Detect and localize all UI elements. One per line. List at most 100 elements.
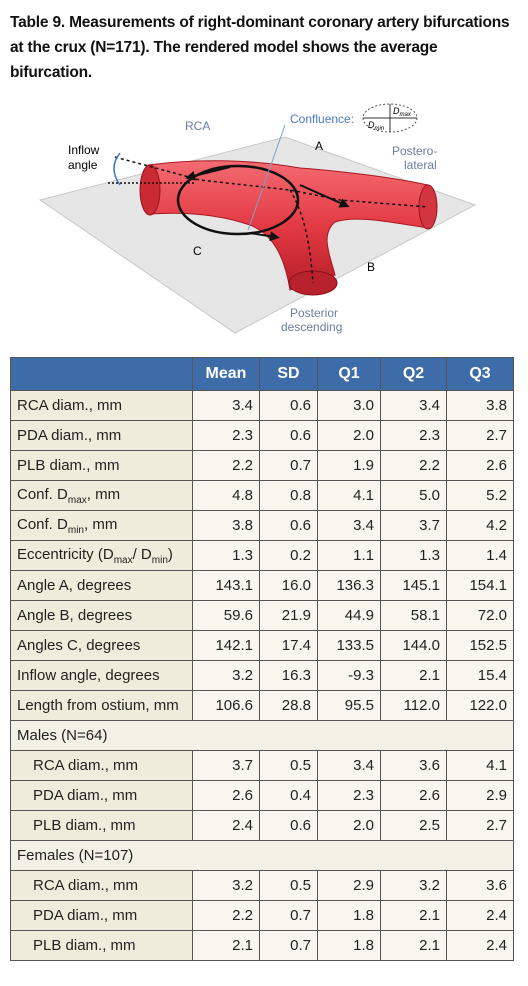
label-text: ) bbox=[167, 545, 173, 563]
label-b: B bbox=[367, 260, 375, 274]
subscript: min bbox=[67, 524, 84, 536]
label-inflow: Inflow bbox=[68, 143, 100, 157]
label-text: RCA diam., mm bbox=[17, 397, 123, 414]
value-cell: 2.1 bbox=[380, 660, 447, 691]
label-rca: RCA bbox=[185, 119, 210, 133]
vessel-end bbox=[418, 184, 438, 230]
value-cell: 4.1 bbox=[317, 480, 381, 511]
label-text: Inflow angle, degrees bbox=[17, 667, 160, 684]
value-cell: 143.1 bbox=[192, 570, 260, 601]
value-cell: 3.2 bbox=[192, 660, 260, 691]
value-cell: 106.6 bbox=[192, 690, 260, 721]
vessel-end bbox=[139, 164, 161, 216]
value-cell: 2.7 bbox=[446, 810, 514, 841]
label-posterior: Posterior bbox=[290, 306, 338, 320]
header-cell: SD bbox=[259, 357, 318, 391]
value-cell: 1.1 bbox=[317, 540, 381, 571]
value-cell: 3.6 bbox=[446, 870, 514, 901]
table-row: RCA diam., mm 3.4 0.6 3.0 3.4 3.8 bbox=[10, 390, 514, 421]
label-text: Angle A, degrees bbox=[17, 577, 132, 594]
value-cell: 0.5 bbox=[259, 750, 318, 781]
value-cell: 58.1 bbox=[380, 600, 447, 631]
table-row: PLB diam., mm 2.4 0.6 2.0 2.5 2.7 bbox=[10, 810, 514, 841]
value-cell: 0.6 bbox=[259, 420, 318, 451]
row-label: Eccentricity (Dmax/ Dmin) bbox=[10, 540, 193, 571]
value-cell: 0.7 bbox=[259, 930, 318, 961]
table-row: Conf. Dmin, mm 3.8 0.6 3.4 3.7 4.2 bbox=[10, 510, 514, 541]
value-cell: 4.8 bbox=[192, 480, 260, 511]
table-row: RCA diam., mm 3.2 0.5 2.9 3.2 3.6 bbox=[10, 870, 514, 901]
header-cell: Mean bbox=[192, 357, 260, 391]
label-text: PLB diam., mm bbox=[33, 937, 136, 954]
label-dmin: Dmin bbox=[368, 120, 385, 132]
row-label: RCA diam., mm bbox=[10, 870, 193, 901]
row-label: PDA diam., mm bbox=[10, 900, 193, 931]
table-row: Angle A, degrees 143.1 16.0 136.3 145.1 154.1 bbox=[10, 570, 514, 601]
value-cell: 122.0 bbox=[446, 690, 514, 721]
label-posterior: descending bbox=[281, 320, 342, 334]
value-cell: 0.2 bbox=[259, 540, 318, 571]
table-row: Conf. Dmax, mm 4.8 0.8 4.1 5.0 5.2 bbox=[10, 480, 514, 511]
row-label: Angle A, degrees bbox=[10, 570, 193, 601]
label-posterolateral: Postero- bbox=[392, 144, 437, 158]
value-cell: 154.1 bbox=[446, 570, 514, 601]
value-cell: 0.6 bbox=[259, 510, 318, 541]
value-cell: 1.8 bbox=[317, 930, 381, 961]
value-cell: 3.2 bbox=[380, 870, 447, 901]
subscript: min bbox=[151, 554, 168, 566]
value-cell: 15.4 bbox=[446, 660, 514, 691]
value-cell: 3.0 bbox=[317, 390, 381, 421]
value-cell: 2.9 bbox=[446, 780, 514, 811]
table-title: Table 9. Measurements of right-dominant … bbox=[10, 14, 510, 81]
value-cell: 17.4 bbox=[259, 630, 318, 661]
header-cell: Q2 bbox=[380, 357, 447, 391]
value-cell: 2.6 bbox=[380, 780, 447, 811]
row-label: Angles C, degrees bbox=[10, 630, 193, 661]
value-cell: 1.4 bbox=[446, 540, 514, 571]
value-cell: 28.8 bbox=[259, 690, 318, 721]
value-cell: 4.2 bbox=[446, 510, 514, 541]
label-text: Eccentricity (D bbox=[17, 545, 114, 563]
value-cell: 2.6 bbox=[446, 450, 514, 481]
table-row: PLB diam., mm 2.1 0.7 1.8 2.1 2.4 bbox=[10, 930, 514, 961]
label-posterolateral: lateral bbox=[404, 158, 437, 172]
bifurcation-figure: RCA Confluence: Dmax Dmin A Postero- lat… bbox=[38, 103, 477, 334]
label-text: PDA diam., mm bbox=[33, 787, 138, 804]
value-cell: 16.0 bbox=[259, 570, 318, 601]
value-cell: 3.4 bbox=[380, 390, 447, 421]
value-cell: 2.3 bbox=[192, 420, 260, 451]
value-cell: 3.2 bbox=[192, 870, 260, 901]
value-cell: 0.6 bbox=[259, 810, 318, 841]
value-cell: 0.8 bbox=[259, 480, 318, 511]
row-label: PDA diam., mm bbox=[10, 420, 193, 451]
value-cell: 2.5 bbox=[380, 810, 447, 841]
label-text: Conf. D bbox=[17, 485, 68, 503]
value-cell: 2.4 bbox=[446, 900, 514, 931]
section-cell: Males (N=64) bbox=[10, 720, 514, 751]
value-cell: 2.9 bbox=[317, 870, 381, 901]
table-row: Length from ostium, mm 106.6 28.8 95.5 112.0… bbox=[10, 690, 514, 721]
label-text: Angle B, degrees bbox=[17, 607, 133, 624]
label-inflow: angle bbox=[68, 158, 98, 172]
label-dmax: Dmax bbox=[393, 106, 412, 118]
label-text: Conf. D bbox=[17, 515, 68, 533]
label-text: RCA diam., mm bbox=[33, 757, 139, 774]
label-confluence: Confluence: bbox=[290, 112, 354, 126]
header-cell: Q1 bbox=[317, 357, 381, 391]
value-cell: 2.6 bbox=[192, 780, 260, 811]
arrow bbox=[299, 184, 350, 208]
table-row: Eccentricity (Dmax/ Dmin) 1.3 0.2 1.1 1.3 1.4 bbox=[10, 540, 514, 571]
row-label: Angle B, degrees bbox=[10, 600, 193, 631]
value-cell: 144.0 bbox=[380, 630, 447, 661]
value-cell: 0.4 bbox=[259, 780, 318, 811]
label-text: , mm bbox=[83, 515, 118, 533]
row-label: Conf. Dmax, mm bbox=[10, 480, 193, 511]
centerline bbox=[289, 189, 314, 284]
value-cell: 2.1 bbox=[380, 930, 447, 961]
table-row: RCA diam., mm 3.7 0.5 3.4 3.6 4.1 bbox=[10, 750, 514, 781]
value-cell: 2.3 bbox=[317, 780, 381, 811]
row-label: PLB diam., mm bbox=[10, 810, 193, 841]
value-cell: 2.4 bbox=[192, 810, 260, 841]
value-cell: 5.0 bbox=[380, 480, 447, 511]
